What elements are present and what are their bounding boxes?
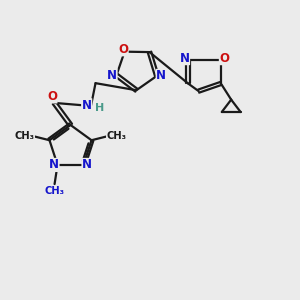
Text: CH₃: CH₃ (45, 186, 64, 197)
Text: N: N (179, 52, 190, 64)
Text: H: H (95, 103, 105, 112)
Text: O: O (47, 90, 57, 103)
Text: N: N (107, 69, 117, 82)
Text: N: N (82, 158, 92, 171)
Text: CH₃: CH₃ (14, 131, 34, 141)
Text: O: O (219, 52, 230, 64)
Text: O: O (118, 43, 128, 56)
Text: N: N (156, 69, 166, 82)
Text: N: N (49, 158, 59, 171)
Text: N: N (82, 99, 92, 112)
Text: CH₃: CH₃ (106, 131, 127, 141)
